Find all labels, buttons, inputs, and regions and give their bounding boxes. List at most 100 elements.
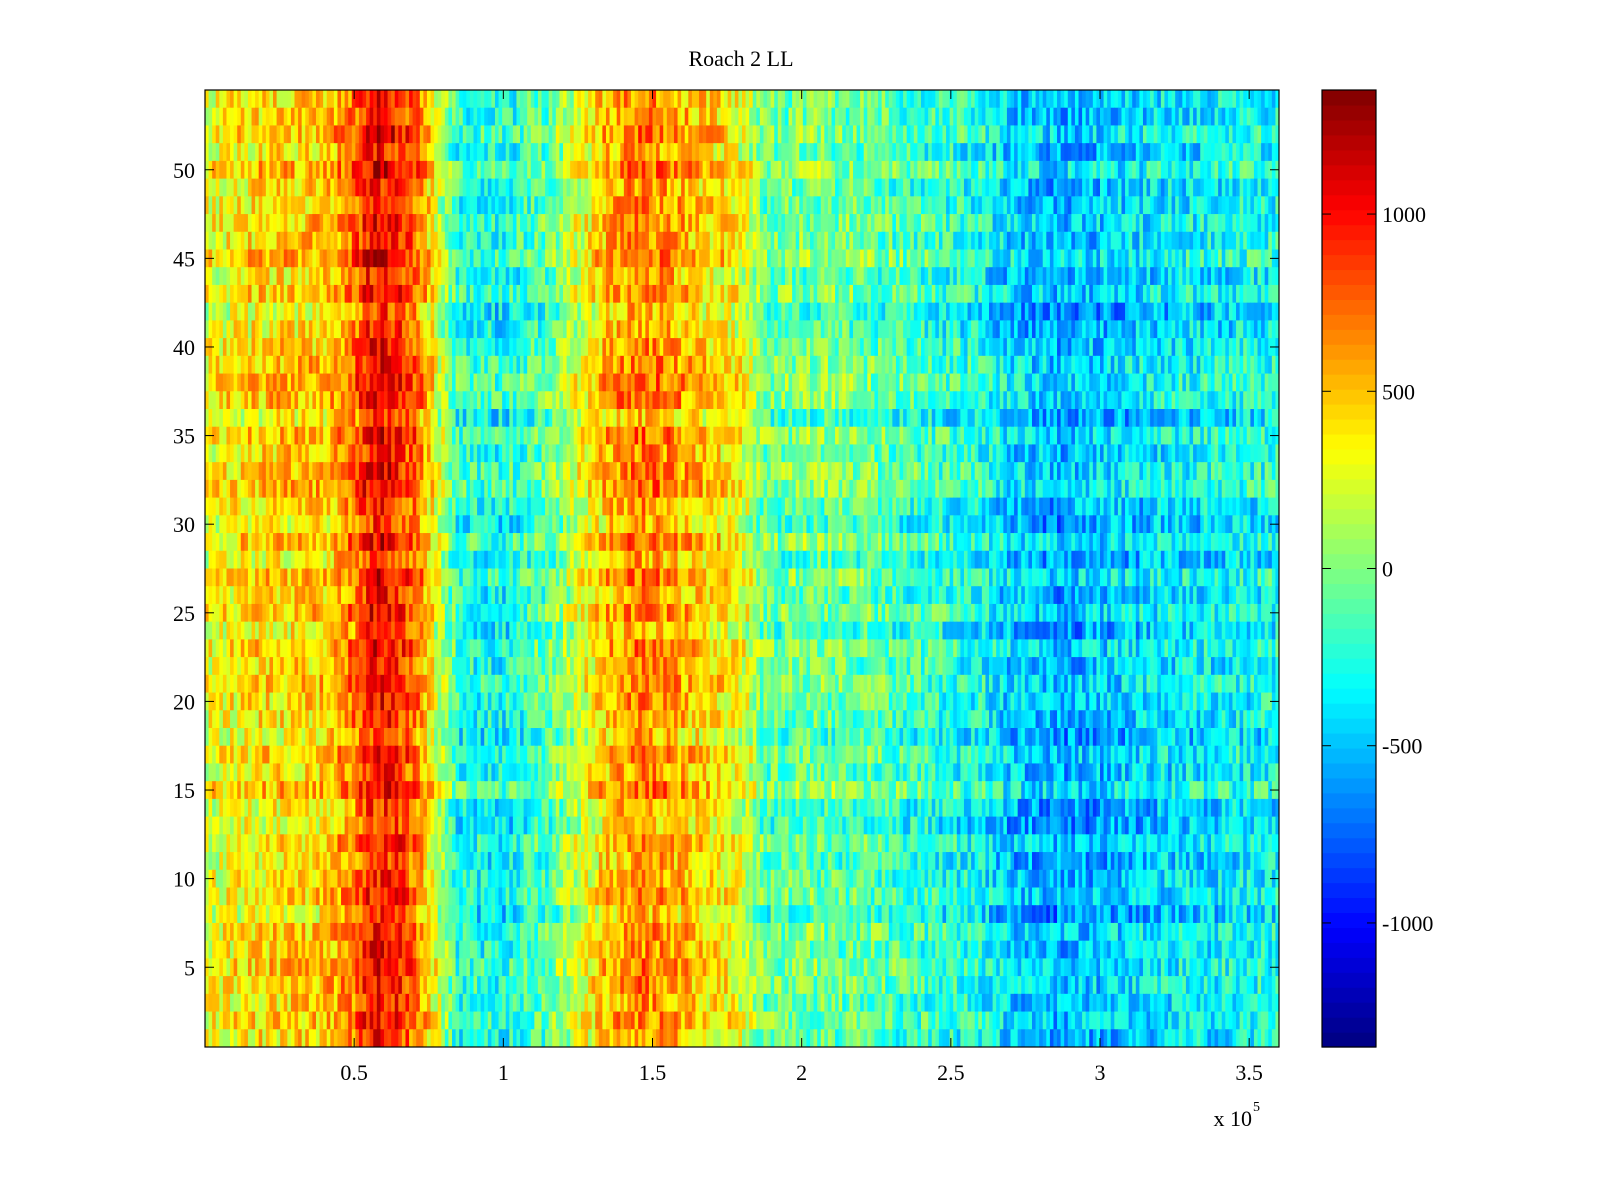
heatmap-cell xyxy=(967,107,972,126)
heatmap-cell xyxy=(1014,249,1019,268)
heatmap-cell xyxy=(1253,338,1259,357)
heatmap-cell xyxy=(656,249,661,268)
heatmap-cell xyxy=(845,107,850,126)
heatmap-cell xyxy=(666,214,671,233)
heatmap-cell xyxy=(426,249,432,268)
heatmap-cell xyxy=(1236,214,1241,233)
heatmap-cell xyxy=(473,125,478,144)
heatmap-cell xyxy=(459,196,464,215)
heatmap-cell xyxy=(924,338,929,357)
heatmap-cell xyxy=(298,284,303,304)
heatmap-cell xyxy=(953,196,958,215)
heatmap-cell xyxy=(759,214,764,233)
heatmap-cell xyxy=(824,231,829,250)
heatmap-cell xyxy=(1218,355,1223,375)
heatmap-cell xyxy=(1082,90,1087,109)
heatmap-cell xyxy=(1053,107,1058,126)
heatmap-cell xyxy=(555,249,560,268)
heatmap-cell xyxy=(1225,249,1230,268)
heatmap-cell xyxy=(283,338,288,357)
heatmap-cell xyxy=(860,373,865,392)
heatmap-cell xyxy=(480,125,485,144)
heatmap-cell xyxy=(1107,267,1112,286)
heatmap-cell xyxy=(280,107,285,126)
heatmap-cell xyxy=(1232,267,1237,286)
heatmap-cell xyxy=(942,302,947,321)
heatmap-cell xyxy=(323,338,328,357)
heatmap-cell xyxy=(845,178,850,197)
heatmap-cell xyxy=(1160,302,1165,321)
heatmap-cell xyxy=(1146,125,1151,144)
heatmap-cell xyxy=(1128,249,1133,268)
heatmap-cell xyxy=(455,231,460,250)
heatmap-cell xyxy=(652,320,657,339)
heatmap-cell xyxy=(1268,267,1273,286)
heatmap-cell xyxy=(928,355,933,375)
heatmap-cell xyxy=(648,160,653,180)
heatmap-cell xyxy=(978,302,983,321)
heatmap-cell xyxy=(985,355,990,375)
heatmap-cell xyxy=(1082,302,1087,321)
heatmap-cell xyxy=(480,320,485,339)
heatmap-cell xyxy=(838,284,843,304)
heatmap-cell xyxy=(659,160,664,180)
heatmap-cell xyxy=(1225,302,1230,321)
heatmap-cell xyxy=(999,267,1004,286)
heatmap-cell xyxy=(230,320,235,339)
heatmap-cell xyxy=(262,160,267,180)
heatmap-cell xyxy=(1031,302,1037,321)
heatmap-cell xyxy=(477,196,482,215)
heatmap-cell xyxy=(842,178,847,197)
heatmap-cell xyxy=(494,338,500,357)
heatmap-cell xyxy=(763,231,768,250)
heatmap-cell xyxy=(298,302,303,321)
heatmap-cell xyxy=(1275,143,1280,162)
heatmap-cell xyxy=(280,373,285,392)
heatmap-cell xyxy=(903,196,908,215)
heatmap-cell xyxy=(520,267,525,286)
heatmap-cell xyxy=(230,284,235,304)
heatmap-cell xyxy=(1074,196,1080,215)
heatmap-cell xyxy=(344,302,349,321)
heatmap-cell xyxy=(215,90,220,109)
heatmap-cell xyxy=(835,320,840,339)
heatmap-cell xyxy=(469,284,474,304)
heatmap-cell xyxy=(913,231,918,250)
heatmap-cell xyxy=(559,338,564,357)
heatmap-cell xyxy=(1203,338,1208,357)
heatmap-cell xyxy=(641,178,646,197)
heatmap-cell xyxy=(742,90,747,109)
heatmap-cell xyxy=(1125,249,1130,268)
heatmap-cell xyxy=(774,178,779,197)
heatmap-cell xyxy=(387,143,392,162)
heatmap-cell xyxy=(963,214,969,233)
heatmap-cell xyxy=(1046,178,1051,197)
heatmap-cell xyxy=(1171,231,1176,250)
heatmap-cell xyxy=(677,143,682,162)
heatmap-cell xyxy=(523,214,528,233)
heatmap-cell xyxy=(899,338,904,357)
heatmap-cell xyxy=(1268,302,1273,321)
heatmap-cell xyxy=(394,231,399,250)
heatmap-cell xyxy=(1132,338,1137,357)
heatmap-cell xyxy=(691,125,696,144)
heatmap-cell xyxy=(695,249,700,268)
heatmap-cell xyxy=(498,125,503,144)
heatmap-cell xyxy=(688,214,693,233)
heatmap-cell xyxy=(767,302,772,321)
heatmap-cell xyxy=(992,320,997,339)
heatmap-cell xyxy=(867,355,872,375)
heatmap-cell xyxy=(326,143,331,162)
heatmap-cell xyxy=(412,355,417,375)
heatmap-cell xyxy=(1049,320,1054,339)
heatmap-cell xyxy=(437,125,442,144)
heatmap-cell xyxy=(1064,107,1069,126)
heatmap-cell xyxy=(516,231,521,250)
heatmap-cell xyxy=(251,196,256,215)
heatmap-cell xyxy=(301,107,306,126)
heatmap-cell xyxy=(777,302,782,321)
heatmap-cell xyxy=(1171,267,1176,286)
heatmap-cell xyxy=(323,267,328,286)
heatmap-cell xyxy=(767,214,772,233)
heatmap-cell xyxy=(251,231,256,250)
